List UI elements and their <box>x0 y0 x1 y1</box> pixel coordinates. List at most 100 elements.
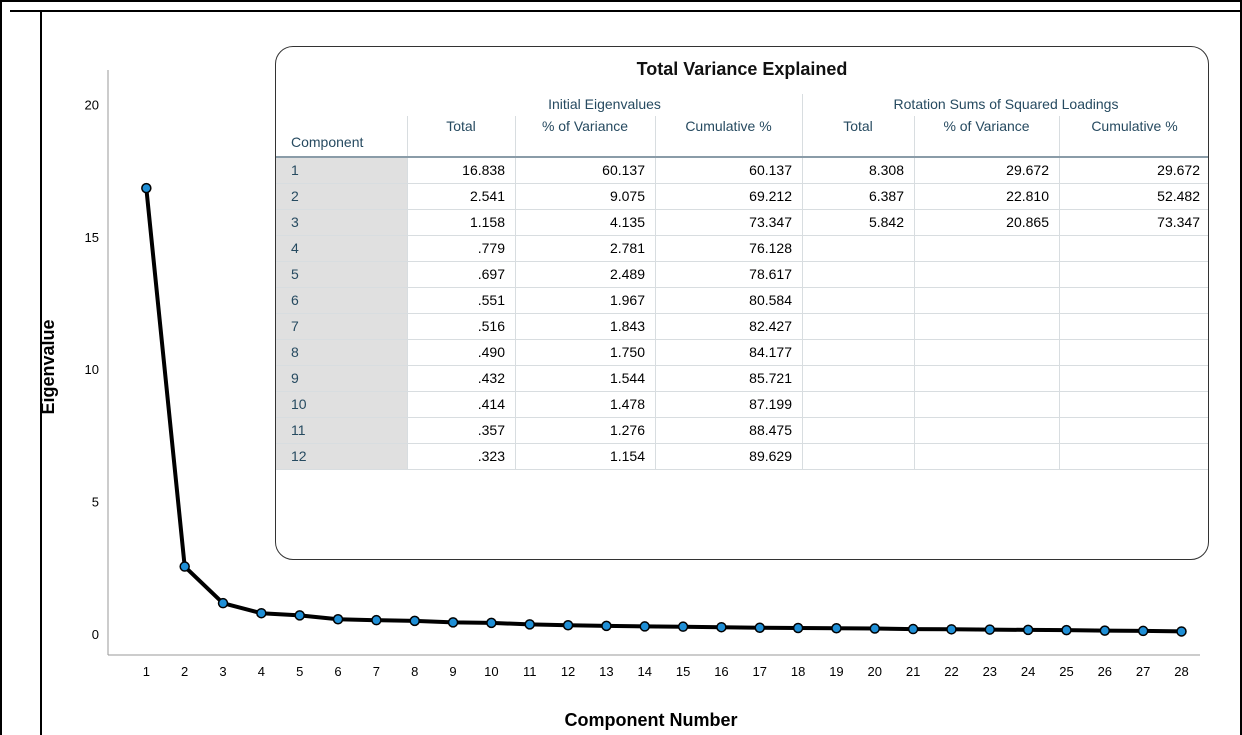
table-cell <box>1059 288 1208 313</box>
table-cell: 60.137 <box>655 158 802 183</box>
component-number-cell: 4 <box>276 236 407 261</box>
y-tick-label: 15 <box>85 230 99 245</box>
component-number-cell: 12 <box>276 444 407 469</box>
eigenvalue-point <box>1099 625 1111 636</box>
table-cell: .432 <box>407 366 515 391</box>
eigenvalue-point <box>447 617 459 628</box>
table-cell: .779 <box>407 236 515 261</box>
header-divider <box>802 94 803 156</box>
table-cell <box>914 392 1059 417</box>
eigenvalue-point <box>639 621 650 632</box>
x-tick-label: 9 <box>449 664 456 679</box>
table-cell: .697 <box>407 262 515 287</box>
x-tick-label: 10 <box>484 664 498 679</box>
table-cell <box>802 236 914 261</box>
table-cell: 52.482 <box>1059 184 1208 209</box>
table-cell: 88.475 <box>655 418 802 443</box>
x-tick-label: 21 <box>906 664 920 679</box>
eigenvalue-point <box>294 610 305 621</box>
table-cell: .323 <box>407 444 515 469</box>
x-tick-label: 18 <box>791 664 805 679</box>
table-row: 6.551 1.967 80.584 <box>276 288 1208 314</box>
x-tick-label: 2 <box>181 664 188 679</box>
table-cell <box>802 366 914 391</box>
table-cell <box>914 340 1059 365</box>
table-cell: 1.967 <box>515 288 655 313</box>
eigenvalue-point <box>716 621 727 633</box>
component-number-cell: 2 <box>276 184 407 209</box>
table-cell: 78.617 <box>655 262 802 287</box>
table-cell: 84.177 <box>655 340 802 365</box>
group-initial-eigenvalues: Initial Eigenvalues <box>548 96 661 112</box>
x-tick-label: 8 <box>411 664 418 679</box>
x-tick-label: 26 <box>1098 664 1112 679</box>
x-tick-label: 11 <box>523 664 537 679</box>
table-cell <box>914 366 1059 391</box>
table-cell: 80.584 <box>655 288 802 313</box>
header-divider <box>407 116 408 156</box>
eigenvalue-point <box>907 623 919 635</box>
table-cell <box>914 444 1059 469</box>
x-tick-label: 7 <box>373 664 380 679</box>
component-number-cell: 6 <box>276 288 407 313</box>
table-cell: 1.478 <box>515 392 655 417</box>
x-tick-label: 13 <box>599 664 613 679</box>
table-row: 4.779 2.781 76.128 <box>276 236 1208 262</box>
eigenvalue-point <box>524 619 535 630</box>
eigenvalue-point <box>984 624 996 635</box>
table-cell: .490 <box>407 340 515 365</box>
table-cell: 4.135 <box>515 210 655 235</box>
table-cell: 87.199 <box>655 392 802 417</box>
table-row: 5.697 2.489 78.617 <box>276 262 1208 288</box>
table-cell <box>802 444 914 469</box>
table-cell <box>914 262 1059 287</box>
eigenvalue-point <box>371 614 382 626</box>
x-tick-label: 15 <box>676 664 690 679</box>
table-cell: .414 <box>407 392 515 417</box>
table-cell: 1.544 <box>515 366 655 391</box>
eigenvalue-point <box>217 597 229 609</box>
x-axis-title: Component Number <box>565 710 738 730</box>
x-tick-label: 4 <box>258 664 265 679</box>
table-cell: 8.308 <box>802 158 914 183</box>
table-cell: 1.276 <box>515 418 655 443</box>
table-cell: .516 <box>407 314 515 339</box>
table-cell <box>802 392 914 417</box>
table-cell <box>802 314 914 339</box>
x-tick-label: 25 <box>1059 664 1073 679</box>
x-tick-label: 5 <box>296 664 303 679</box>
table-cell: 76.128 <box>655 236 802 261</box>
table-cell: 73.347 <box>655 210 802 235</box>
y-tick-labels: 0 5 10 15 20 <box>85 97 99 641</box>
x-tick-label: 17 <box>753 664 767 679</box>
eigenvalue-point <box>486 617 497 629</box>
table-cell: 73.347 <box>1059 210 1208 235</box>
table-cell: 1.158 <box>407 210 515 235</box>
eigenvalue-point <box>141 182 152 194</box>
eigenvalue-points <box>141 182 1187 637</box>
table-cell <box>1059 236 1208 261</box>
table-cell <box>1059 366 1208 391</box>
header-separator <box>276 156 1208 158</box>
table-title: Total Variance Explained <box>636 59 848 79</box>
eigenvalue-point <box>256 607 267 619</box>
table-cell <box>1059 314 1208 339</box>
table-cell: .357 <box>407 418 515 443</box>
table-cell <box>914 314 1059 339</box>
x-tick-label: 22 <box>944 664 958 679</box>
x-tick-label: 12 <box>561 664 575 679</box>
y-tick-label: 10 <box>85 362 99 377</box>
eigenvalue-point <box>1022 624 1034 636</box>
table-cell: 69.212 <box>655 184 802 209</box>
eigenvalue-point <box>601 620 612 632</box>
table-cell: 2.489 <box>515 262 655 287</box>
table-row: 3 1.158 4.135 73.347 5.842 20.865 73.347 <box>276 210 1208 236</box>
y-tick-label: 20 <box>85 97 99 112</box>
table-cell: 29.672 <box>1059 158 1208 183</box>
col-component: Component <box>291 134 364 150</box>
table-row: 8.490 1.750 84.177 <box>276 340 1208 366</box>
table-cell: 22.810 <box>914 184 1059 209</box>
table-cell: 2.541 <box>407 184 515 209</box>
x-tick-label: 6 <box>334 664 341 679</box>
